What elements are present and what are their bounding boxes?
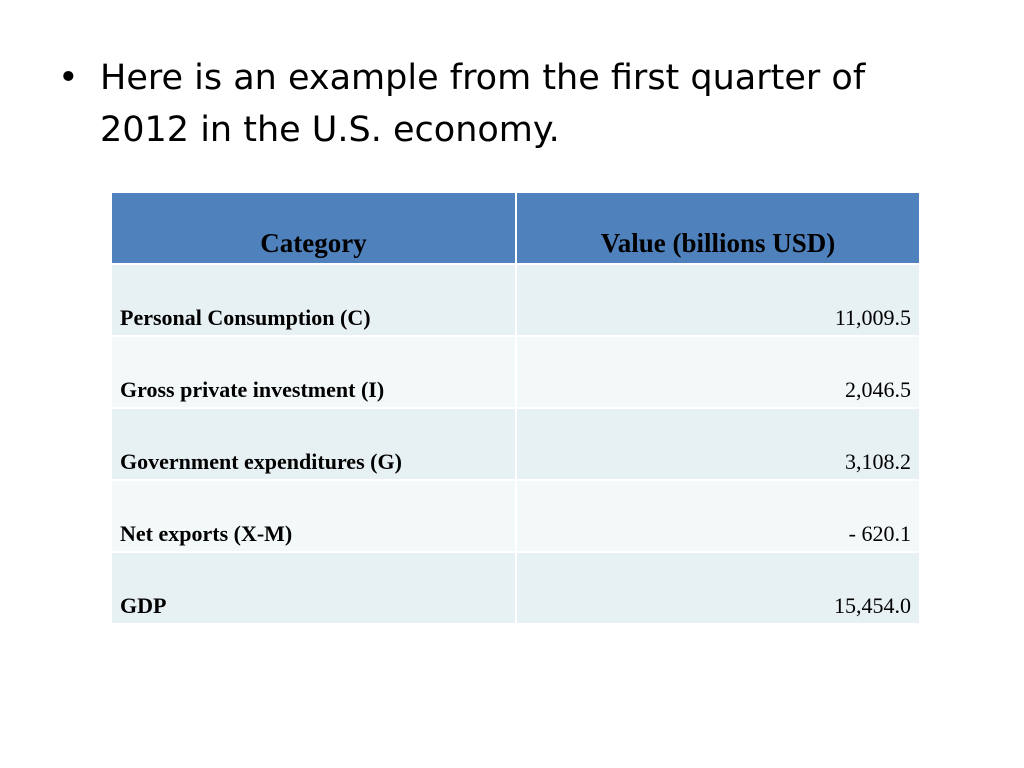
- bullet-item: • Here is an example from the first quar…: [58, 52, 958, 156]
- row-category: Government expenditures (G): [110, 407, 517, 481]
- row-category: Net exports (X-M): [110, 479, 517, 553]
- row-value: 15,454.0: [515, 551, 921, 625]
- header-category: Category: [110, 191, 517, 265]
- bullet-icon: •: [58, 58, 79, 98]
- row-value: 3,108.2: [515, 407, 921, 481]
- row-category: Gross private investment (I): [110, 335, 517, 409]
- table-header-row: Category Value (billions USD): [110, 191, 921, 265]
- table-row: Government expenditures (G) 3,108.2: [110, 407, 921, 481]
- row-value: 2,046.5: [515, 335, 921, 409]
- bullet-list: • Here is an example from the first quar…: [58, 52, 958, 156]
- table-row: Personal Consumption (C) 11,009.5: [110, 263, 921, 337]
- table-row: Gross private investment (I) 2,046.5: [110, 335, 921, 409]
- bullet-text: Here is an example from the first quarte…: [100, 58, 866, 150]
- gdp-table: Category Value (billions USD) Personal C…: [110, 191, 921, 625]
- table-row: Net exports (X-M) - 620.1: [110, 479, 921, 553]
- table-row: GDP 15,454.0: [110, 551, 921, 625]
- row-category: GDP: [110, 551, 517, 625]
- row-value: 11,009.5: [515, 263, 921, 337]
- header-value: Value (billions USD): [515, 191, 921, 265]
- row-value: - 620.1: [515, 479, 921, 553]
- row-category: Personal Consumption (C): [110, 263, 517, 337]
